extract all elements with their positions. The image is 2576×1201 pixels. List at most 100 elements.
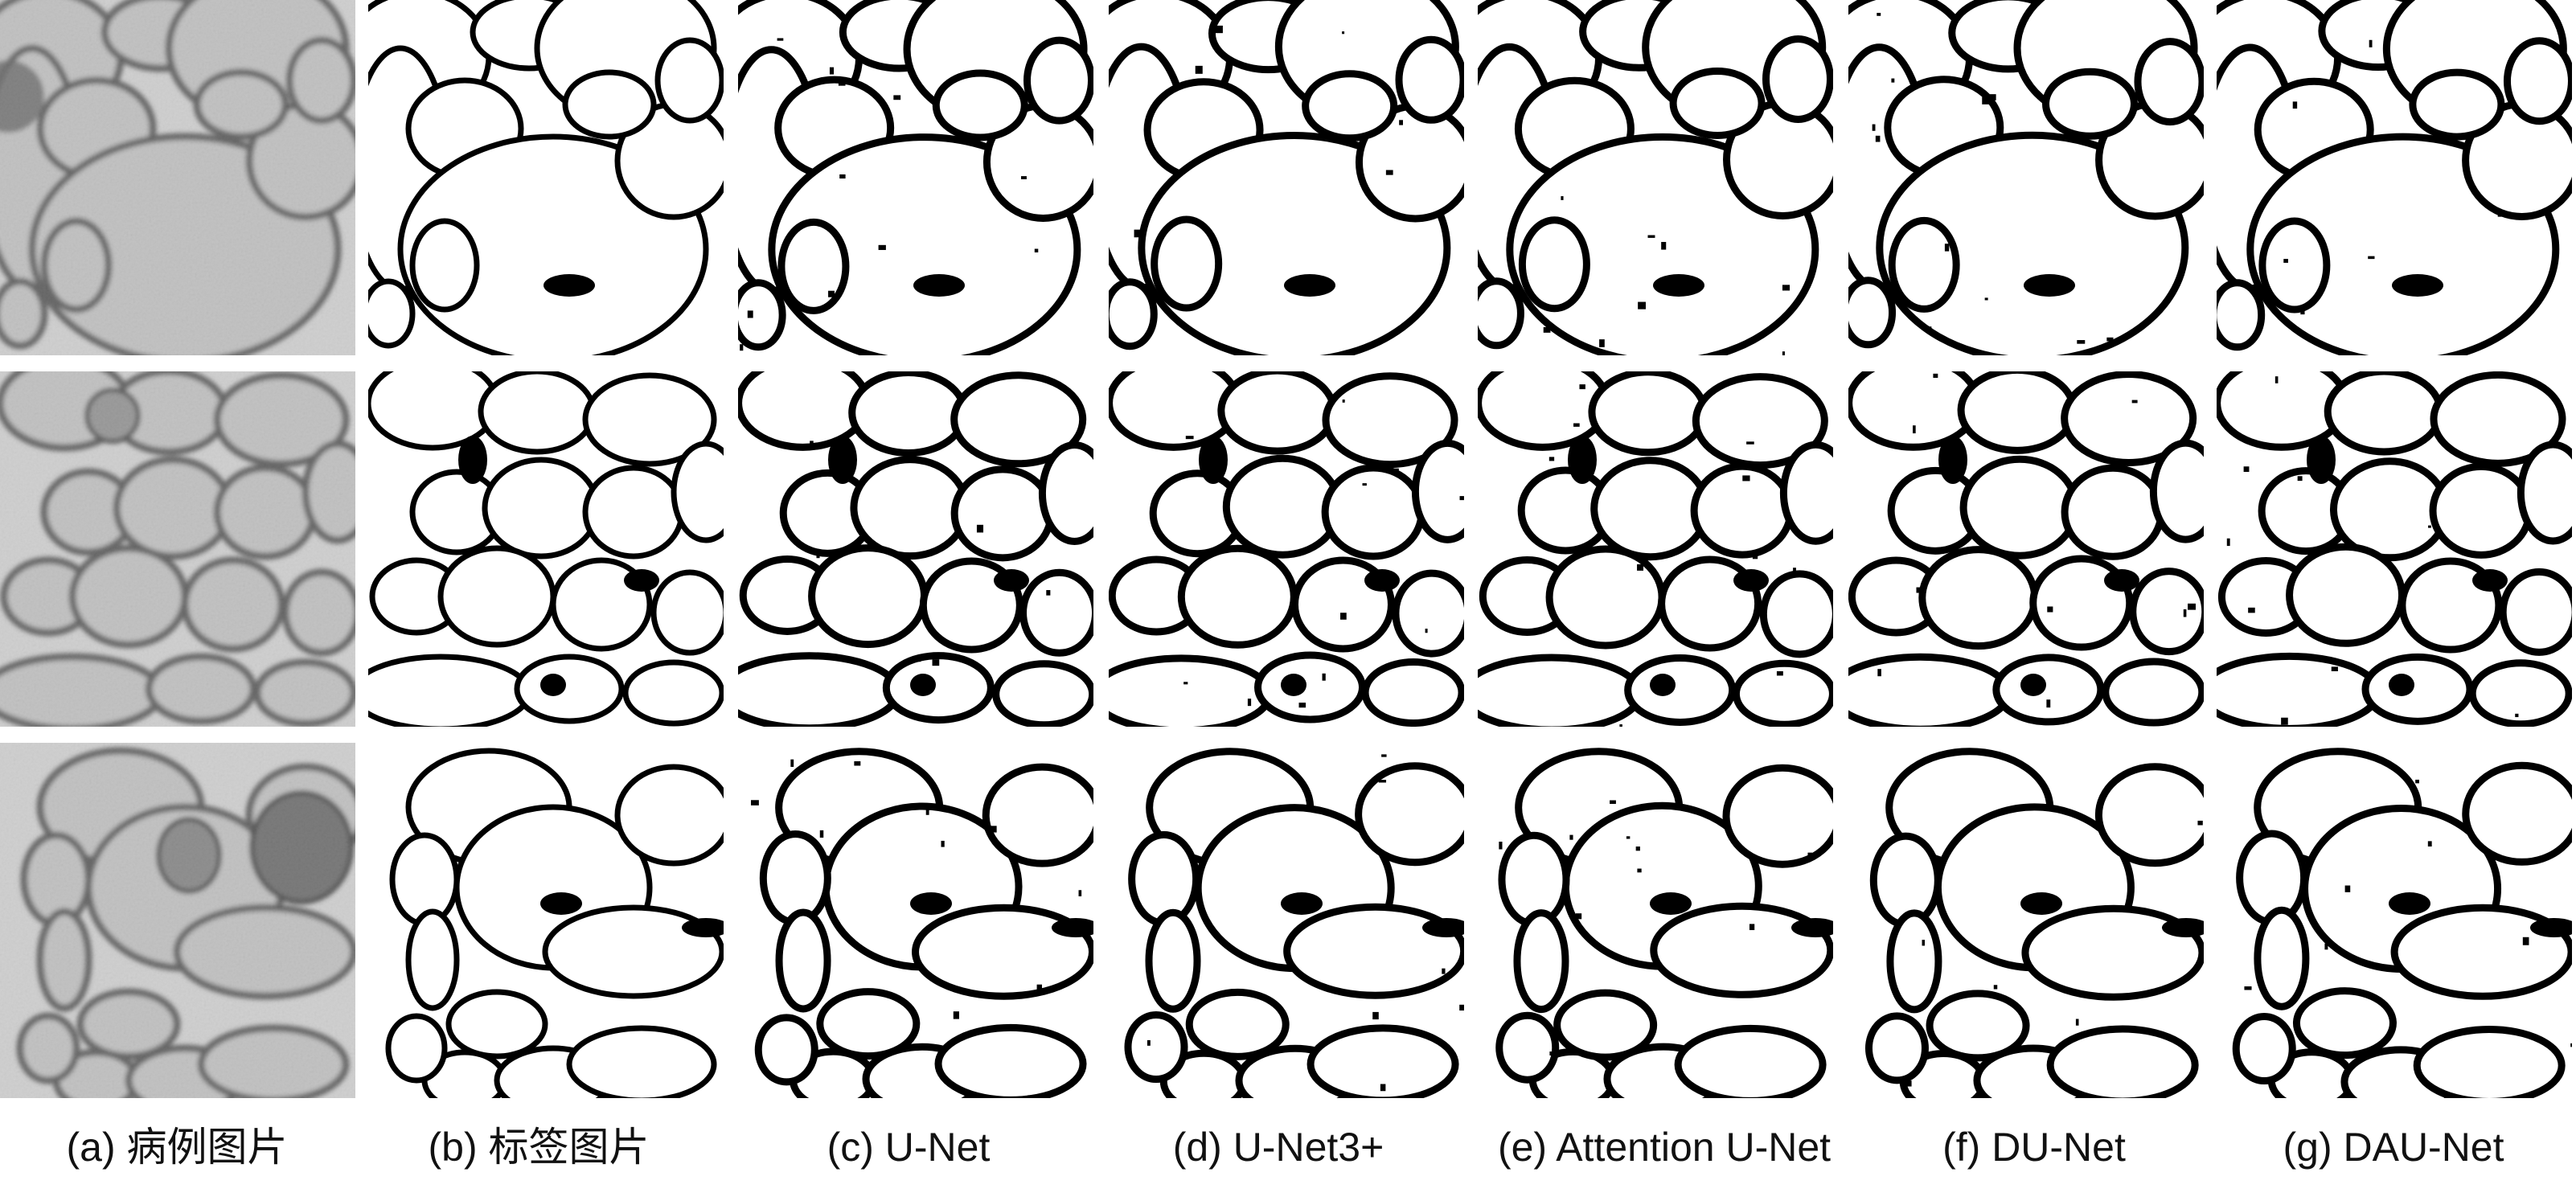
mask-noise-speck (1635, 846, 1640, 851)
mask-noise-speck (914, 658, 921, 662)
mask-membrane-blob (1281, 674, 1306, 696)
mask-noise-speck (2369, 39, 2373, 47)
mask-cell-boundary (2409, 68, 2505, 141)
mask-noise-speck (2197, 820, 2203, 826)
mask-membrane-blob (2530, 918, 2572, 937)
mask-cell-boundary (1762, 35, 1833, 123)
mask-noise-speck (2415, 779, 2419, 784)
mask-noise-speck (893, 95, 901, 100)
mask-noise-speck (2292, 101, 2298, 109)
mask-membrane-blob (1653, 274, 1704, 297)
mask-cell-boundary (1864, 1012, 1929, 1084)
mask-noise-speck (1776, 670, 1783, 676)
mask-cell-boundary (950, 465, 1055, 562)
mask-noise-speck (1499, 841, 1503, 850)
mask-noise-speck (1134, 229, 1141, 238)
panel-f-row-2 (1848, 371, 2204, 727)
mask-noise-speck (1215, 25, 1223, 34)
mask-noise-speck (1913, 1070, 1917, 1075)
mask-membrane-blob (544, 274, 595, 297)
mask-cell-boundary (542, 904, 724, 999)
mask-cell-boundary (1669, 68, 1766, 140)
mask-cell-boundary (754, 1014, 818, 1086)
mask-noise-speck (878, 244, 886, 250)
mask-membrane-blob (1650, 674, 1676, 696)
mask-noise-speck (1380, 1084, 1386, 1092)
mask-noise-speck (1661, 241, 1667, 250)
mask-membrane-blob (2024, 274, 2075, 297)
mask-membrane-blob (828, 436, 857, 484)
panel-d-row-1 (1109, 0, 1464, 355)
panel-e-row-1 (1478, 0, 1833, 355)
mask-cell-boundary (514, 654, 625, 724)
mask-membrane-blob (1733, 569, 1769, 592)
mask-noise-speck (2281, 717, 2288, 725)
mask-noise-speck (2075, 1019, 2079, 1026)
caption-d: (d) U-Net3+ (1172, 1125, 1384, 1170)
mask-cell-boundary (2286, 543, 2406, 647)
mask-cell-boundary (409, 218, 480, 313)
mask-noise-speck (1078, 890, 1082, 896)
mask-cell-boundary (1478, 277, 1524, 350)
mask-cell-boundary (1588, 371, 1708, 457)
mask-noise-speck (2244, 986, 2252, 990)
mask-cell-boundary (1217, 371, 1338, 455)
mask-noise-speck (751, 800, 759, 805)
mask-noise-speck (777, 38, 784, 41)
mask-noise-speck (1749, 924, 1755, 930)
mask-cell-boundary (1722, 764, 1833, 868)
mask-cell-boundary (566, 1025, 717, 1098)
mask-cell-boundary (1888, 216, 1960, 313)
mask-cell-boundary (1254, 651, 1367, 723)
mask-cell-boundary (2232, 1013, 2296, 1085)
mask-cell-boundary (1109, 654, 1274, 727)
mask-noise-speck (2106, 337, 2114, 342)
mask-cell-boundary (950, 371, 1087, 468)
mask-noise-speck (925, 807, 929, 815)
mask-membrane-blob (910, 674, 936, 696)
mask-cell-boundary (368, 278, 416, 349)
mask-membrane-blob (1364, 569, 1400, 592)
mask-cell-boundary (2503, 37, 2572, 125)
mask-cell-boundary (1918, 546, 2039, 650)
mask-cell-boundary (478, 371, 597, 455)
mask-cell-boundary (816, 988, 921, 1060)
mask-membrane-blob (2020, 892, 2062, 915)
mask-membrane-blob (1284, 274, 1335, 297)
mask-membrane-blob (2472, 569, 2508, 592)
mask-cell-boundary (738, 279, 786, 351)
mask-noise-speck (1637, 868, 1642, 873)
mask-cell-boundary (582, 372, 717, 467)
mask-cell-boundary (405, 908, 460, 1011)
mask-membrane-blob (1199, 436, 1228, 484)
mask-cell-boundary (2292, 987, 2397, 1060)
mask-noise-speck (1746, 441, 1754, 445)
mask-noise-speck (1561, 196, 1564, 200)
mask-cell-boundary (1848, 653, 2012, 727)
mask-noise-speck (1599, 339, 1605, 347)
mask-cell-boundary (1128, 830, 1200, 927)
mask-cell-boundary (1690, 462, 1795, 559)
mask-noise-speck (2368, 256, 2375, 260)
panel-g-row-1 (2217, 0, 2572, 355)
mask-noise-speck (1378, 780, 1387, 783)
mask-noise-speck (2344, 885, 2351, 892)
mask-noise-speck (2428, 525, 2431, 528)
mask-noise-speck (740, 344, 744, 351)
mask-membrane-blob (913, 274, 965, 297)
mask-noise-speck (1922, 940, 1926, 946)
panel-b-row-3 (368, 743, 724, 1098)
mask-noise-speck (1989, 94, 1996, 100)
mask-noise-speck (1020, 176, 1027, 179)
mask-noise-speck (2243, 466, 2250, 473)
mask-noise-speck (790, 759, 794, 767)
mask-cell-boundary (2254, 906, 2310, 1010)
mask-cell-boundary (582, 465, 685, 560)
mask-cell-boundary (389, 832, 460, 927)
mask-noise-speck (932, 659, 940, 666)
mask-cell-boundary (738, 652, 902, 727)
mask-cell-boundary (2390, 904, 2572, 1000)
mask-cell-boundary (2258, 217, 2331, 314)
mask-cell-boundary (738, 371, 872, 451)
mask-noise-speck (1782, 285, 1790, 291)
